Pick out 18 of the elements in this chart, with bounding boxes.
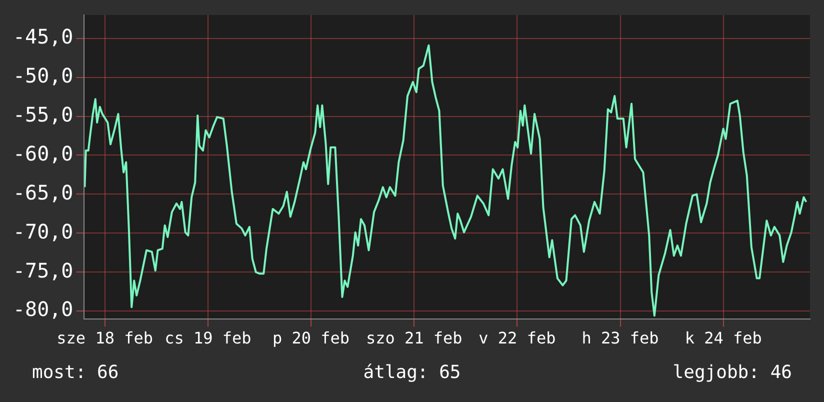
y-tick-label: -75,0	[12, 258, 74, 282]
x-tick-label: p 20 feb	[272, 328, 350, 348]
text: átlag: 65	[363, 362, 461, 383]
text: most: 66	[32, 362, 119, 383]
x-tick-label: szo 21 feb	[366, 328, 462, 348]
x-tick-label: k 24 feb	[684, 328, 762, 348]
y-tick-label: -60,0	[12, 141, 74, 166]
y-tick-label: -45,0	[12, 24, 74, 49]
x-tick-label: v 22 feb	[478, 328, 556, 348]
x-tick-label: sze 18 feb	[56, 328, 153, 348]
y-tick-label: -50,0	[12, 64, 74, 88]
y-tick-label: -80,0	[12, 297, 74, 322]
x-tick-label: h 23 feb	[582, 328, 659, 348]
y-tick-label: -70,0	[12, 219, 74, 244]
x-tick-label: cs 19 feb	[164, 328, 252, 348]
y-tick-label: -65,0	[12, 180, 74, 204]
y-tick-label: -55,0	[12, 102, 74, 126]
text: legjobb: 46	[672, 362, 792, 383]
